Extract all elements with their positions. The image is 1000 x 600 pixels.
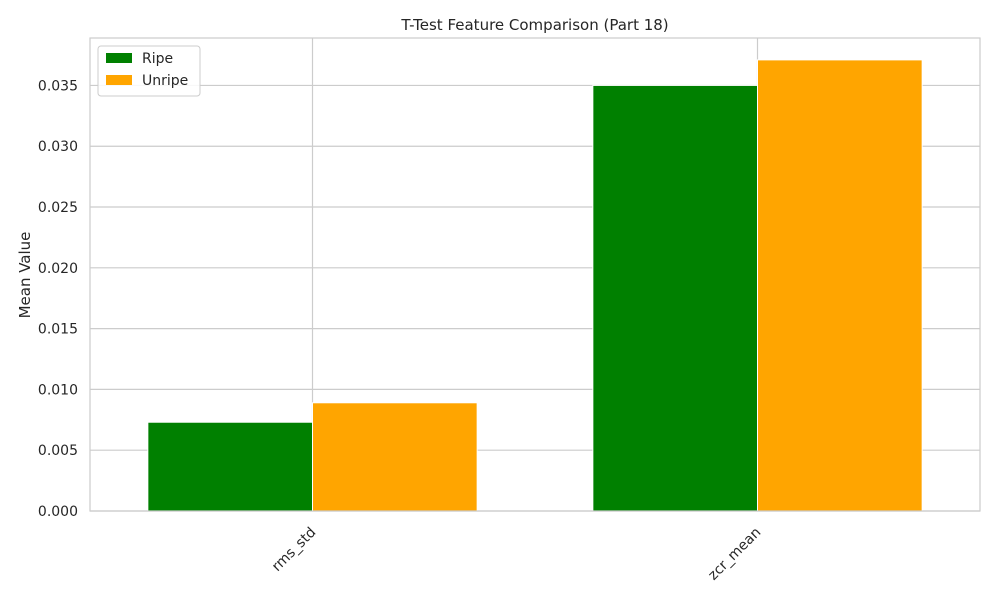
plot-area-frame	[89, 37, 981, 512]
bar-ripe-zcr-mean	[592, 84, 758, 512]
y-tick-label: 0.005	[38, 443, 78, 459]
y-tick-label: 0.010	[38, 382, 78, 398]
legend-swatch-unripe	[106, 75, 132, 85]
bars	[147, 59, 923, 512]
legend-label-unripe: Unripe	[142, 73, 188, 89]
y-tick-label: 0.000	[38, 504, 78, 520]
y-tick-label: 0.020	[38, 261, 78, 277]
y-axis-ticks: 0.000 0.005 0.010 0.015 0.020 0.025 0.030 0.035	[38, 78, 78, 520]
y-tick-label: 0.030	[38, 139, 78, 155]
y-tick-label: 0.025	[38, 200, 78, 216]
legend-swatch-ripe	[106, 53, 132, 63]
bar-unripe-zcr-mean	[757, 59, 923, 512]
bar-unripe-rms-std	[312, 402, 478, 512]
y-tick-label: 0.035	[38, 78, 78, 94]
y-tick-label: 0.015	[38, 322, 78, 338]
chart-title: T-Test Feature Comparison (Part 18)	[400, 16, 668, 34]
y-axis-label: Mean Value	[16, 232, 34, 319]
legend: Ripe Unripe	[97, 45, 201, 97]
legend-label-ripe: Ripe	[142, 51, 173, 67]
bar-ripe-rms-std	[147, 421, 313, 512]
